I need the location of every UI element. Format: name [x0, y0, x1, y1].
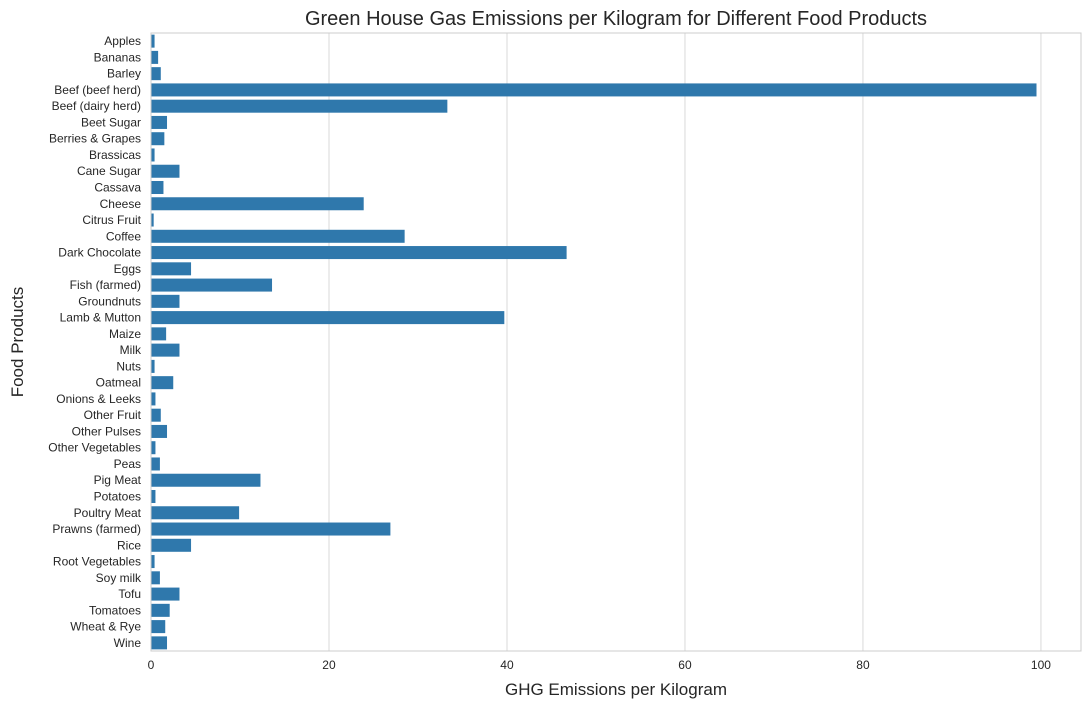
bar [151, 34, 155, 48]
bar [151, 115, 168, 129]
y-tick-label: Potatoes [94, 490, 141, 504]
bar [151, 359, 155, 373]
y-tick-label: Apples [104, 34, 141, 48]
bar [151, 197, 364, 211]
y-tick-labels: Apples Bananas Barley Beef (beef herd) Beef … [48, 34, 142, 650]
bar [151, 246, 567, 260]
chart-title: Green House Gas Emissions per Kilogram f… [305, 8, 927, 30]
bar [151, 180, 164, 195]
y-tick-label: Beef (dairy herd) [52, 99, 141, 113]
bar [151, 489, 156, 504]
x-tick-label: 0 [148, 658, 155, 672]
y-tick-label: Citrus Fruit [82, 213, 141, 227]
y-tick-label: Brassicas [89, 148, 141, 162]
y-tick-label: Other Fruit [84, 408, 142, 422]
y-axis-label: Food Products [8, 287, 27, 398]
y-tick-label: Milk [120, 343, 142, 357]
y-tick-label: Cassava [94, 181, 141, 195]
y-tick-label: Soy milk [96, 571, 142, 585]
x-axis-label: GHG Emissions per Kilogram [505, 680, 727, 699]
bar [151, 408, 161, 422]
y-tick-label: Peas [114, 457, 141, 471]
x-tick-label: 80 [856, 658, 870, 672]
bar [151, 294, 180, 308]
x-tick-label: 60 [678, 658, 692, 672]
y-tick-label: Groundnuts [78, 294, 141, 308]
bar [151, 164, 180, 178]
x-tick-label: 40 [500, 658, 514, 672]
y-tick-label: Coffee [106, 229, 141, 243]
y-tick-label: Root Vegetables [53, 555, 141, 569]
y-tick-label: Tomatoes [89, 603, 141, 617]
bar [151, 587, 180, 601]
bar [151, 441, 156, 455]
y-tick-label: Barley [107, 67, 141, 81]
y-tick-label: Eggs [114, 262, 141, 276]
x-tick-label: 100 [1031, 658, 1051, 672]
bar [151, 376, 174, 390]
bar [151, 311, 505, 325]
y-tick-label: Berries & Grapes [49, 132, 141, 146]
bar [151, 229, 405, 243]
bar [151, 132, 165, 146]
y-tick-label: Other Pulses [72, 424, 141, 438]
bar [151, 571, 160, 585]
bar [151, 424, 168, 438]
x-tick-label: 20 [322, 658, 336, 672]
y-tick-label: Lamb & Mutton [60, 311, 141, 325]
y-tick-label: Oatmeal [96, 376, 141, 390]
bar [151, 343, 180, 357]
bar [151, 506, 240, 520]
y-tick-label: Rice [117, 538, 141, 552]
bar [151, 603, 170, 617]
bar [151, 67, 161, 81]
bar [151, 522, 391, 536]
bars [151, 34, 1037, 650]
bar [151, 636, 168, 650]
y-tick-label: Poultry Meat [74, 506, 142, 520]
bar [151, 620, 166, 634]
y-tick-label: Onions & Leeks [56, 392, 141, 406]
bar [151, 83, 1037, 97]
y-tick-label: Cheese [100, 197, 142, 211]
bar [151, 213, 154, 227]
plot-frame [150, 32, 1082, 652]
bar [151, 538, 192, 552]
y-tick-label: Wheat & Rye [70, 620, 141, 634]
bar [151, 148, 155, 162]
y-tick-label: Prawns (farmed) [52, 522, 141, 536]
y-tick-label: Beet Sugar [81, 115, 141, 129]
bar [151, 50, 159, 64]
bar [151, 99, 448, 113]
bar [151, 392, 156, 406]
y-tick-label: Other Vegetables [48, 441, 141, 455]
bar [151, 555, 155, 569]
gridlines [150, 33, 1042, 651]
y-tick-label: Wine [114, 636, 142, 650]
bar [151, 278, 273, 292]
y-tick-label: Dark Chocolate [58, 246, 141, 260]
y-tick-label: Beef (beef herd) [54, 83, 141, 97]
y-tick-label: Fish (farmed) [70, 278, 141, 292]
y-tick-label: Maize [109, 327, 141, 341]
y-tick-label: Bananas [94, 50, 141, 64]
y-tick-label: Nuts [116, 359, 141, 373]
y-tick-label: Cane Sugar [77, 164, 141, 178]
bar [151, 473, 261, 487]
bar [151, 327, 167, 341]
x-tick-labels: 0 20 40 60 80 100 [148, 658, 1052, 672]
y-tick-label: Pig Meat [94, 473, 142, 487]
bar [151, 262, 192, 276]
y-tick-label: Tofu [118, 587, 141, 601]
bar [151, 457, 160, 471]
